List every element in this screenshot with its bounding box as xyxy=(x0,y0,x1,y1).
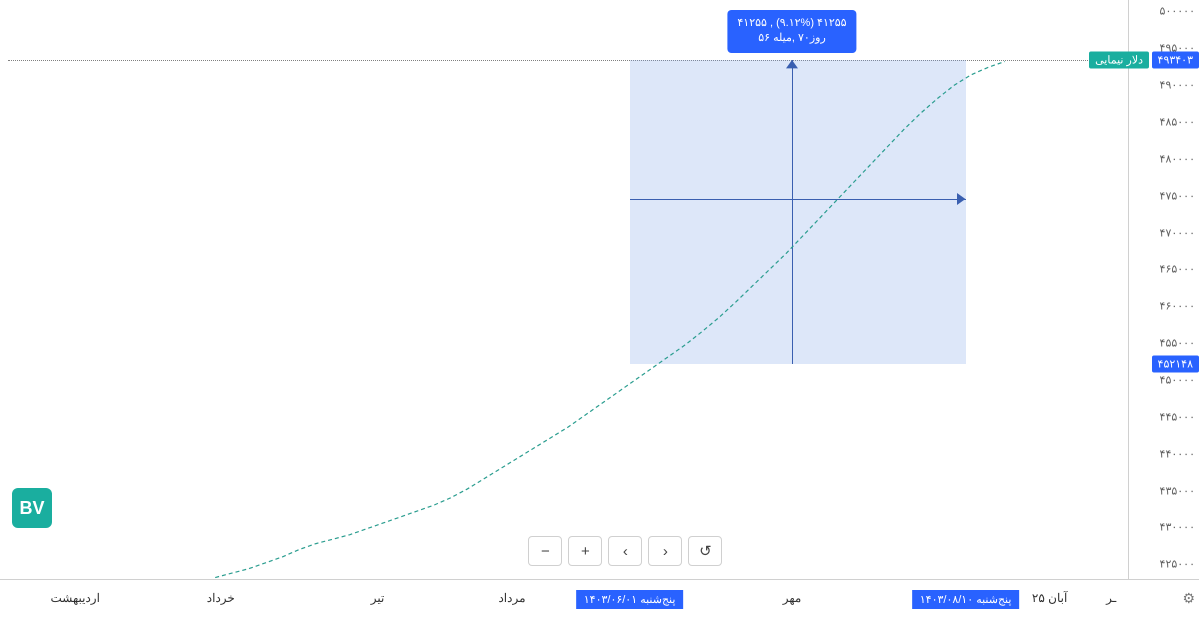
reset-button[interactable]: ↺ xyxy=(688,536,722,566)
brand-logo: BV xyxy=(12,488,52,528)
zoom-in-button[interactable]: + xyxy=(568,536,602,566)
x-tick: ـر xyxy=(1106,591,1116,605)
x-tick: اردیبهشت xyxy=(50,591,99,605)
x-date-badge: پنج‌شنبه ۱۴۰۳/۰۸/۱۰ xyxy=(912,590,1020,609)
x-date-badge: پنج‌شنبه ۱۴۰۳/۰۶/۰۱ xyxy=(576,590,684,609)
zoom-out-button[interactable]: − xyxy=(528,536,562,566)
scroll-left-button[interactable]: ‹ xyxy=(608,536,642,566)
settings-icon[interactable]: ⚙ xyxy=(1182,590,1195,607)
scroll-right-button[interactable]: › xyxy=(648,536,682,566)
chart-toolbar: −+‹›↺ xyxy=(528,536,722,566)
x-tick: تیر xyxy=(371,591,385,605)
x-tick: خرداد xyxy=(207,591,235,605)
chart-root: ۴۲۵۰۰۰۴۳۰۰۰۰۴۳۵۰۰۰۴۴۰۰۰۰۴۴۵۰۰۰۴۵۰۰۰۰۴۵۵۰… xyxy=(0,0,1199,619)
price-series xyxy=(0,0,1199,619)
x-tick: مرداد xyxy=(498,591,525,605)
x-tick: ۲۵ آبان xyxy=(1032,591,1067,605)
x-tick: مهر xyxy=(783,591,802,605)
